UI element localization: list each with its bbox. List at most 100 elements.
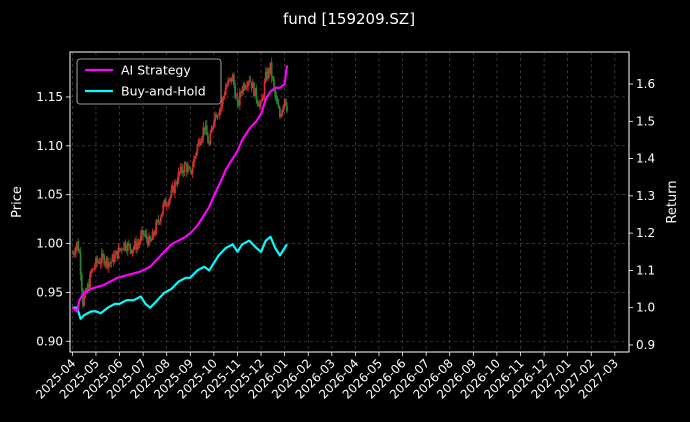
price-bar [172, 186, 175, 194]
price-bar [139, 235, 142, 243]
price-bar [187, 167, 189, 173]
price-bar [280, 115, 282, 117]
price-bar [269, 62, 272, 74]
price-bar [125, 248, 128, 251]
price-bar [159, 217, 162, 223]
y-left-tick-label: 1.10 [36, 139, 63, 153]
y-right-tick-label: 1.3 [636, 189, 655, 203]
price-bar [182, 172, 185, 174]
price-bar [281, 109, 284, 116]
legend-label-buy-and-hold: Buy-and-Hold [121, 84, 206, 99]
price-bar [224, 87, 227, 95]
price-bar [132, 247, 135, 250]
price-bar [174, 182, 176, 194]
price-bar [158, 221, 161, 223]
price-bar [251, 82, 254, 89]
price-bar [78, 251, 81, 253]
price-bar [229, 77, 232, 80]
price-bar [196, 144, 199, 153]
price-bar [202, 127, 205, 138]
price-bar [176, 182, 179, 185]
price-bar [155, 222, 157, 234]
y-left-tick-label: 1.00 [36, 237, 63, 251]
price-bar [258, 103, 261, 107]
price-bar [86, 284, 89, 292]
price-bar [109, 262, 111, 264]
price-bar [76, 241, 78, 248]
price-bar [191, 167, 194, 174]
price-bar [141, 230, 143, 236]
price-bar [99, 262, 102, 264]
price-bar [236, 97, 239, 102]
price-bar [195, 152, 198, 157]
price-bar [128, 243, 130, 245]
price-bar [103, 255, 106, 265]
price-bar [208, 143, 211, 145]
price-bar [215, 114, 218, 119]
price-bar [169, 196, 172, 200]
price-bar [245, 86, 248, 88]
price-bar [133, 241, 136, 248]
price-bar [204, 125, 207, 131]
price-bar [244, 87, 247, 89]
price-bar [124, 242, 127, 249]
price-bar [82, 290, 84, 306]
price-bar [142, 230, 145, 235]
price-bar [286, 105, 288, 112]
price-bar [192, 159, 195, 168]
price-bar [138, 242, 141, 245]
price-bar [218, 109, 221, 115]
price-bar [243, 84, 246, 89]
price-bar [256, 100, 259, 104]
price-bar [175, 182, 178, 185]
price-bar [201, 137, 203, 142]
price-bar [284, 98, 287, 106]
price-bar [231, 74, 234, 82]
price-bar [131, 249, 134, 254]
price-bar [148, 236, 150, 246]
price-bar [268, 69, 271, 74]
price-bar [197, 140, 200, 145]
price-bar [262, 96, 265, 98]
price-bar [222, 97, 225, 100]
price-bar [223, 94, 226, 98]
price-bar [118, 247, 121, 251]
legend: AI Strategy Buy-and-Hold [76, 58, 222, 105]
price-bar [92, 268, 95, 270]
y-right-tick-label: 0.9 [636, 338, 655, 352]
price-bar [72, 253, 75, 255]
price-bar [194, 156, 196, 160]
price-bar [152, 231, 155, 236]
price-bar [106, 257, 109, 268]
price-bar [237, 101, 240, 106]
y-right-tick-label: 1.0 [636, 301, 655, 315]
price-bar [151, 231, 154, 240]
price-bar [71, 253, 74, 255]
price-bar [233, 74, 235, 85]
price-bar [108, 262, 110, 268]
price-bar [212, 121, 215, 127]
price-bar [203, 127, 206, 131]
price-bar [130, 249, 133, 254]
y-right-tick-label: 1.6 [636, 77, 655, 91]
price-bar [163, 199, 166, 205]
price-bar [104, 263, 107, 265]
price-bar [79, 252, 82, 275]
y-left-tick-label: 0.90 [36, 334, 63, 348]
price-bar [267, 69, 270, 79]
price-bar [165, 205, 168, 207]
y-right-tick-label: 1.5 [636, 114, 655, 128]
price-bar [105, 257, 108, 264]
price-bar [273, 79, 275, 88]
price-bar [198, 140, 201, 146]
price-bar [115, 251, 117, 255]
price-bar [183, 164, 186, 174]
price-bar [249, 80, 252, 82]
price-bar [247, 81, 249, 87]
series-line-ai-strategy [71, 65, 289, 313]
price-bar [97, 262, 100, 263]
price-bar [230, 77, 233, 82]
price-bar [80, 274, 83, 291]
price-bar [235, 97, 238, 98]
price-bar [205, 125, 208, 136]
